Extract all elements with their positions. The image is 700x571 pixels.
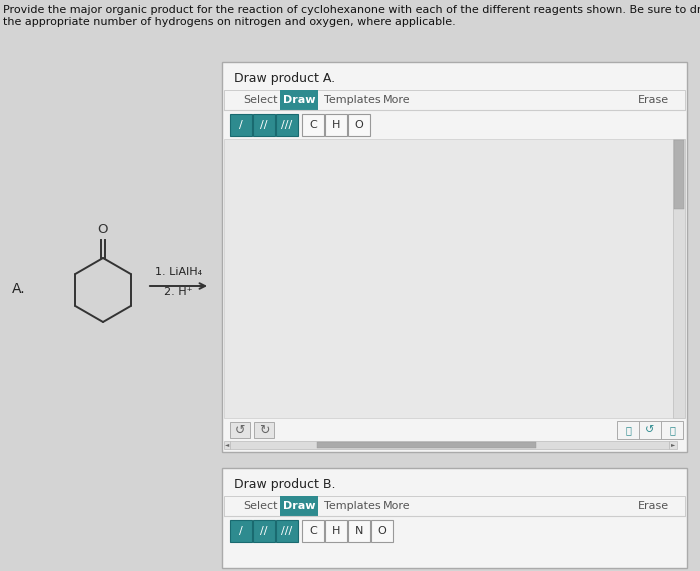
Bar <box>674 140 684 209</box>
Text: O: O <box>98 223 108 236</box>
Bar <box>222 468 687 568</box>
Text: A.: A. <box>12 282 26 296</box>
Bar <box>230 114 252 136</box>
Bar <box>224 139 673 418</box>
Text: /: / <box>239 120 243 130</box>
Text: 🔎: 🔎 <box>669 425 675 435</box>
Text: 🔍: 🔍 <box>625 425 631 435</box>
Text: ►: ► <box>671 443 675 448</box>
Bar <box>673 139 685 418</box>
Bar <box>669 441 677 449</box>
Text: //: // <box>260 120 267 130</box>
Bar <box>253 520 275 542</box>
Text: Erase: Erase <box>638 95 669 105</box>
Text: C: C <box>309 526 317 536</box>
Text: Select: Select <box>243 95 277 105</box>
Text: //: // <box>260 526 267 536</box>
Text: Draw: Draw <box>283 501 315 511</box>
Text: H: H <box>332 120 340 130</box>
Text: Draw: Draw <box>283 95 315 105</box>
Text: Erase: Erase <box>638 501 669 511</box>
Bar <box>302 114 324 136</box>
Text: 1. LiAlH₄: 1. LiAlH₄ <box>155 267 202 277</box>
Text: Provide the major organic product for the reaction of cyclohexanone with each of: Provide the major organic product for th… <box>3 5 700 27</box>
Text: ↺: ↺ <box>645 425 654 435</box>
Bar <box>222 62 687 452</box>
Text: ↻: ↻ <box>259 424 270 436</box>
Text: Templates: Templates <box>323 501 380 511</box>
Text: ↺: ↺ <box>234 424 245 436</box>
Text: Templates: Templates <box>323 95 380 105</box>
Text: More: More <box>383 95 411 105</box>
Bar <box>325 520 347 542</box>
Text: H: H <box>332 526 340 536</box>
Bar <box>254 422 274 438</box>
Bar <box>371 520 393 542</box>
Bar <box>230 520 252 542</box>
Text: 2. H⁺: 2. H⁺ <box>164 287 193 297</box>
Bar <box>224 496 685 516</box>
Bar <box>224 441 230 449</box>
Text: Draw product A.: Draw product A. <box>234 72 335 85</box>
Text: Draw product B.: Draw product B. <box>234 478 335 491</box>
Text: N: N <box>355 526 363 536</box>
Bar <box>617 421 683 439</box>
Bar <box>280 496 318 516</box>
Bar <box>253 114 275 136</box>
Bar <box>348 520 370 542</box>
Text: ///: /// <box>281 120 293 130</box>
Text: C: C <box>309 120 317 130</box>
Text: ◄: ◄ <box>225 443 229 448</box>
Text: ///: /// <box>281 526 293 536</box>
Bar <box>348 114 370 136</box>
Text: Select: Select <box>243 501 277 511</box>
Text: More: More <box>383 501 411 511</box>
Text: /: / <box>239 526 243 536</box>
Text: O: O <box>355 120 363 130</box>
Bar <box>317 442 536 448</box>
Text: O: O <box>377 526 386 536</box>
Bar <box>325 114 347 136</box>
Bar <box>224 90 685 110</box>
Bar <box>302 520 324 542</box>
Bar <box>230 422 250 438</box>
Bar <box>280 90 318 110</box>
Bar <box>276 520 298 542</box>
Bar <box>230 441 669 449</box>
Bar <box>276 114 298 136</box>
